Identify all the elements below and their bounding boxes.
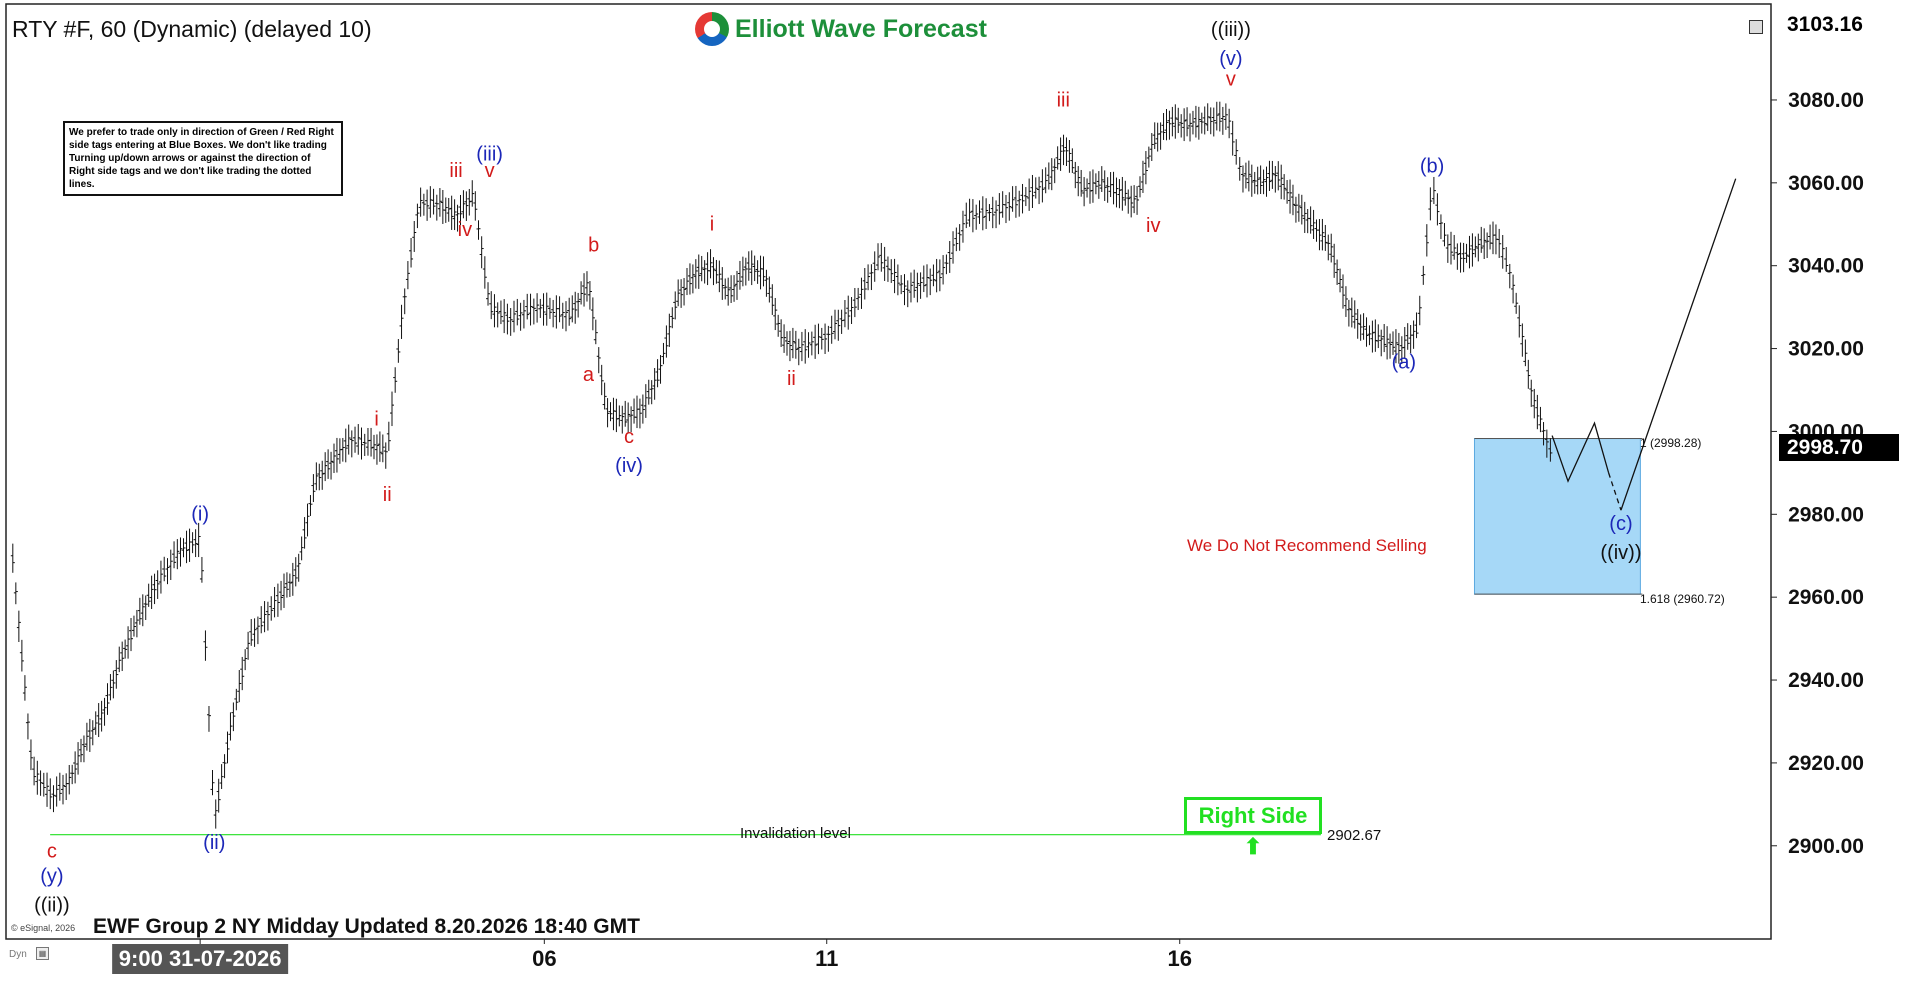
logo-text: Elliott Wave Forecast bbox=[735, 14, 987, 43]
update-stamp: EWF Group 2 NY Midday Updated 8.20.2026 … bbox=[93, 915, 640, 938]
y-tick-label: 2900.00 bbox=[1788, 835, 1864, 858]
y-tick-label: 2980.00 bbox=[1788, 503, 1864, 526]
wave-label: (ii) bbox=[203, 832, 225, 854]
x-tick-label: 16 bbox=[1167, 946, 1191, 971]
brand-logo: Elliott Wave Forecast bbox=[695, 12, 987, 46]
dyn-label: Dyn bbox=[9, 949, 27, 960]
current-price-label: 2998.70 bbox=[1779, 434, 1899, 461]
wave-label: iv bbox=[458, 219, 472, 241]
y-tick-label: 2920.00 bbox=[1788, 752, 1864, 775]
wave-label: a bbox=[583, 364, 595, 386]
wave-label: (v) bbox=[1219, 48, 1242, 70]
wave-label: v bbox=[485, 160, 495, 182]
calendar-icon[interactable]: ▦ bbox=[36, 947, 49, 960]
y-tick-label: 3020.00 bbox=[1788, 338, 1864, 361]
invalidation-value: 2902.67 bbox=[1327, 827, 1382, 844]
wave-label: (y) bbox=[40, 865, 63, 887]
top-price-label: 3103.16 bbox=[1779, 11, 1899, 38]
blue-box bbox=[1473, 438, 1641, 595]
invalidation-label: Invalidation level bbox=[740, 825, 851, 842]
y-tick-label: 2960.00 bbox=[1788, 586, 1864, 609]
wave-label: ((iii)) bbox=[1211, 19, 1251, 41]
wave-label: c bbox=[624, 426, 634, 448]
logo-icon bbox=[695, 12, 729, 46]
trading-note: We prefer to trade only in direction of … bbox=[63, 121, 343, 196]
wave-label: (c) bbox=[1609, 513, 1632, 535]
x-tick-label: 06 bbox=[532, 946, 556, 971]
up-arrow-icon: ⬆ bbox=[1243, 834, 1263, 859]
wave-label: ((iv)) bbox=[1600, 542, 1641, 564]
fib-level-1: 1 (2998.28) bbox=[1640, 436, 1702, 450]
fib-level-1618: 1.618 (2960.72) bbox=[1640, 592, 1725, 606]
wave-label: (b) bbox=[1420, 156, 1444, 178]
wave-label: (i) bbox=[191, 504, 209, 526]
wave-label: i bbox=[710, 214, 714, 236]
wave-label: v bbox=[1226, 69, 1236, 91]
chart-layers: 3080.003060.003040.003020.003000.002980.… bbox=[10, 19, 1864, 974]
wave-label: c bbox=[47, 840, 57, 862]
no-sell-note: We Do Not Recommend Selling bbox=[1187, 536, 1427, 555]
wave-label: (a) bbox=[1392, 352, 1416, 374]
right-side-tag: Right Side ⬆ bbox=[1184, 797, 1322, 859]
y-tick-label: 3060.00 bbox=[1788, 172, 1864, 195]
projection-dashed bbox=[1608, 472, 1622, 511]
wave-label: iii bbox=[1057, 89, 1070, 111]
projection-solid bbox=[1551, 421, 1610, 483]
copyright: © eSignal, 2026 bbox=[11, 923, 76, 933]
projection-up-line bbox=[1620, 178, 1737, 511]
y-tick-label: 3080.00 bbox=[1788, 89, 1864, 112]
wave-label: (iii) bbox=[476, 143, 503, 165]
wave-label: (iv) bbox=[615, 455, 643, 477]
wave-label: iii bbox=[449, 160, 462, 182]
x-tick-label: 11 bbox=[815, 946, 838, 971]
window-restore-icon[interactable] bbox=[1749, 20, 1763, 34]
y-tick-label: 2940.00 bbox=[1788, 669, 1864, 692]
wave-label: iv bbox=[1146, 215, 1160, 237]
wave-label: ((ii)) bbox=[34, 894, 70, 916]
x-tick-label: 9:00 31-07-2026 bbox=[119, 946, 282, 971]
wave-label: i bbox=[374, 408, 378, 430]
right-side-label: Right Side bbox=[1198, 803, 1308, 828]
wave-label: ii bbox=[383, 484, 392, 506]
x-start-box bbox=[112, 944, 289, 974]
chart-title: RTY #F, 60 (Dynamic) (delayed 10) bbox=[12, 16, 372, 42]
wave-label: ii bbox=[787, 368, 796, 390]
y-tick-label: 3040.00 bbox=[1788, 255, 1864, 278]
wave-label: b bbox=[588, 234, 599, 256]
